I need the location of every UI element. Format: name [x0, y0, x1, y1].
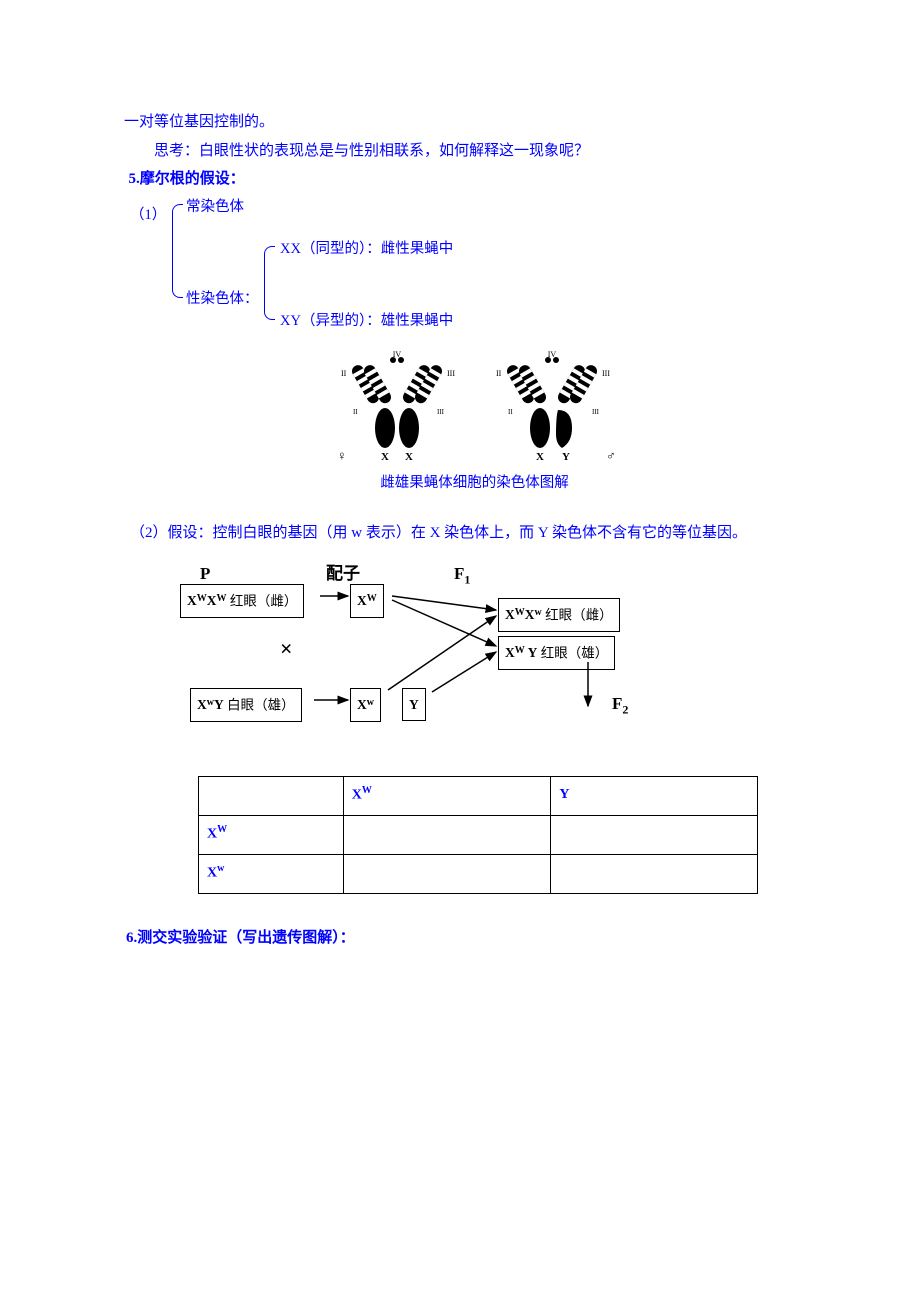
- tree-sexchrom: 性染色体：: [186, 286, 259, 314]
- punnett-cell: [551, 854, 758, 893]
- karyotype-svg: IV II: [320, 348, 630, 466]
- sec5-point2: （2）假设：控制白眼的基因（用 w 表示）在 X 染色体上，而 Y 染色体不含有…: [130, 519, 825, 548]
- punnett-corner: [199, 776, 344, 815]
- sec6-heading: 6.测交实验验证（写出遗传图解）：: [126, 924, 825, 953]
- karyo-male-sym: ♂: [606, 448, 616, 463]
- svg-text:II: II: [353, 408, 358, 416]
- tree-xy: XY（异型的）：雄性果蝇中: [280, 308, 453, 336]
- bracket-inner: [264, 246, 275, 320]
- tree-xx: XX（同型的）：雌性果蝇中: [280, 236, 453, 264]
- table-row: XW Y: [199, 776, 758, 815]
- punnett-row-xw: XW: [199, 815, 344, 854]
- punnett-cell: [343, 815, 551, 854]
- tree-num: （1）: [130, 202, 166, 230]
- think-label: 思考：: [154, 143, 199, 159]
- svg-text:II: II: [508, 408, 513, 416]
- punnett-cell: [551, 815, 758, 854]
- karyo-iii-f: III: [447, 369, 455, 378]
- think-text: 白眼性状的表现总是与性别相联系，如何解释这一现象呢？: [199, 143, 589, 159]
- karyo-y: Y: [562, 451, 570, 463]
- karyo-xm: X: [536, 451, 544, 463]
- sec5-heading: 5.摩尔根的假设：: [129, 165, 826, 194]
- table-row: Xw: [199, 854, 758, 893]
- svg-text:III: III: [437, 408, 445, 416]
- karyo-iv-f: IV: [392, 350, 401, 359]
- karyotype-figure: IV II: [124, 348, 825, 498]
- svg-text:III: III: [592, 408, 600, 416]
- karyo-iv-m: IV: [547, 350, 556, 359]
- karyo-ii-m: II: [496, 369, 502, 378]
- karyo-x1: X: [381, 451, 389, 463]
- intro-line1: 一对等位基因控制的。: [124, 108, 825, 137]
- punnett-row-xw2: Xw: [199, 854, 344, 893]
- karyo-ii-f: II: [341, 369, 347, 378]
- punnett-table: XW Y XW Xw: [198, 776, 758, 894]
- cross-arrows: [192, 558, 752, 758]
- punnett-col-xw: XW: [343, 776, 551, 815]
- punnett-cell: [343, 854, 551, 893]
- cross-diagram: P 配子 F1 XWXW 红眼（雌） XW XWXw 红眼（雌） XW Y 红眼…: [192, 558, 752, 758]
- karyo-female-sym: ♀: [337, 448, 347, 463]
- chromosome-tree: （1） 常染色体 性染色体： XX（同型的）：雌性果蝇中 XY（异型的）：雄性果…: [130, 198, 825, 338]
- think-line: 思考：白眼性状的表现总是与性别相联系，如何解释这一现象呢？: [154, 137, 825, 166]
- karyo-iii-m: III: [602, 369, 610, 378]
- bracket-outer: [172, 204, 183, 298]
- punnett-col-y: Y: [551, 776, 758, 815]
- page: 一对等位基因控制的。 思考：白眼性状的表现总是与性别相联系，如何解释这一现象呢？…: [0, 0, 920, 1302]
- tree-autosome: 常染色体: [186, 194, 244, 222]
- karyotype-caption: 雌雄果蝇体细胞的染色体图解: [124, 470, 825, 498]
- table-row: XW: [199, 815, 758, 854]
- karyo-x2: X: [405, 451, 413, 463]
